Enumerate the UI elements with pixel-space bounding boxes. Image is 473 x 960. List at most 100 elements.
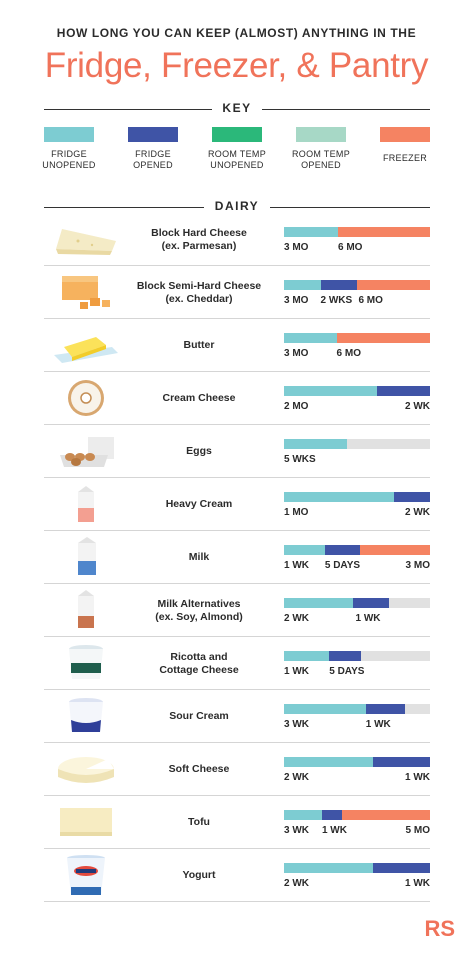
dairy-item-row: Milk Alternatives (ex. Soy, Almond) 2 WK 1 …	[44, 584, 430, 637]
legend-label: FRIDGE OPENED	[133, 149, 173, 170]
dairy-item-row: Soft Cheese 2 WK 1 WK	[44, 743, 430, 796]
milk-carton-icon	[50, 537, 122, 577]
duration-label: 5 WKS	[284, 454, 316, 465]
duration-label: 3 WK	[284, 719, 309, 730]
storage-duration-bar	[284, 863, 430, 873]
duration-labels: 3 WK 1 WK	[284, 719, 430, 731]
bar-segment-fridge-opened	[373, 757, 430, 767]
legend-item-fridge-unopened: FRIDGE UNOPENED	[33, 127, 105, 171]
duration-label: 2 WK	[405, 401, 430, 412]
dairy-item-name: Yogurt	[182, 869, 216, 881]
duration-label: 3 WK	[284, 825, 309, 836]
dairy-item-name: Soft Cheese	[168, 763, 230, 775]
duration-labels: 2 MO 2 WK	[284, 401, 430, 413]
dairy-item-name: Block Semi-Hard Cheese (ex. Cheddar)	[136, 279, 262, 305]
cream-carton-icon	[50, 484, 122, 524]
dairy-heading-rule-right	[270, 207, 430, 208]
bar-segment-freezer	[338, 227, 430, 237]
infographic-kicker: HOW LONG YOU CAN KEEP (ALMOST) ANYTHING …	[56, 26, 417, 40]
butter-stick-icon	[50, 325, 122, 365]
infographic-title: Fridge, Freezer, & Pantry	[44, 46, 429, 85]
bar-segment-fridge-unopened	[284, 704, 366, 714]
bar-segment-freezer	[359, 545, 430, 555]
storage-duration-bar	[284, 280, 430, 290]
parmesan-wedge-icon	[50, 219, 122, 259]
dairy-item-name: Milk Alternatives (ex. Soy, Almond)	[155, 597, 243, 623]
legend-label: FREEZER	[382, 153, 428, 163]
dairy-item-row: Eggs 5 WKS	[44, 425, 430, 478]
duration-label: 1 WK	[355, 613, 381, 624]
almond-milk-carton-icon	[50, 590, 122, 630]
bar-segment-fridge-opened	[321, 810, 343, 820]
dairy-item-name: Block Hard Cheese (ex. Parmesan)	[151, 226, 247, 252]
legend-item-room-temp-unopened: ROOM TEMP UNOPENED	[201, 127, 273, 171]
cheddar-block-icon	[50, 272, 122, 312]
dairy-item-row: Cream Cheese 2 MO 2 WK	[44, 372, 430, 425]
key-heading-rule-left	[44, 109, 212, 110]
duration-label: 2 MO	[284, 401, 309, 412]
storage-duration-bar	[284, 492, 430, 502]
duration-label: 2 WK	[284, 772, 309, 783]
duration-labels: 2 WK 1 WK	[284, 878, 430, 890]
dairy-item-name: Ricotta and Cottage Cheese	[159, 650, 239, 676]
dairy-item-name: Eggs	[186, 445, 212, 457]
key-heading-rule-right	[262, 109, 430, 110]
duration-label: 2 WK	[284, 613, 309, 624]
bar-segment-fridge-unopened	[284, 863, 374, 873]
yogurt-cup-icon	[50, 855, 122, 895]
duration-labels: 1 MO 2 WK	[284, 507, 430, 519]
legend-item-fridge-opened: FRIDGE OPENED	[117, 127, 189, 171]
legend: FRIDGE UNOPENED FRIDGE OPENED ROOM TEMP UNO…	[42, 127, 430, 177]
storage-duration-bar	[284, 439, 430, 449]
duration-labels: 3 MO 2 WKS 6 MO	[284, 295, 430, 307]
dairy-item-row: Heavy Cream 1 MO 2 WK	[44, 478, 430, 531]
bar-segment-fridge-opened	[377, 386, 430, 396]
storage-duration-bar	[284, 598, 430, 608]
bar-segment-freezer	[357, 280, 430, 290]
duration-label: 6 MO	[336, 348, 361, 359]
dairy-item-name: Sour Cream	[169, 710, 229, 722]
rs-logo: RS	[424, 916, 455, 941]
legend-label: FRIDGE UNOPENED	[42, 149, 96, 170]
duration-label: 5 MO	[405, 825, 430, 836]
duration-label: 3 MO	[284, 348, 309, 359]
sour-cream-tub-icon	[50, 696, 122, 736]
bar-segment-fridge-unopened	[284, 598, 353, 608]
duration-label: 3 MO	[284, 242, 309, 253]
duration-label: 1 MO	[284, 507, 309, 518]
duration-label: 1 WK	[365, 719, 391, 730]
duration-label: 1 WK	[405, 878, 430, 889]
bar-segment-fridge-opened	[365, 704, 406, 714]
dairy-item-row: Block Semi-Hard Cheese (ex. Cheddar) 3 MO 2…	[44, 266, 430, 319]
duration-label: 2 WK	[284, 878, 309, 889]
bar-segment-fridge-opened	[373, 863, 430, 873]
storage-duration-bar	[284, 810, 430, 820]
dairy-heading: DAIRY	[44, 199, 430, 215]
ricotta-tub-icon	[50, 643, 122, 683]
bar-segment-fridge-unopened	[284, 333, 337, 343]
duration-label: 3 MO	[405, 560, 430, 571]
bar-segment-fridge-unopened	[284, 545, 325, 555]
dairy-item-name: Milk	[188, 551, 210, 563]
bar-segment-fridge-opened	[329, 651, 362, 661]
egg-carton-icon	[50, 431, 122, 471]
storage-duration-bar	[284, 757, 430, 767]
key-heading: KEY	[44, 101, 430, 117]
storage-duration-bar	[284, 545, 430, 555]
storage-duration-bar	[284, 227, 430, 237]
legend-swatch-fridge-opened	[128, 127, 178, 142]
duration-label: 5 DAYS	[324, 560, 361, 571]
storage-duration-bar	[284, 704, 430, 714]
dairy-item-row: Tofu 3 WK 1 WK 5 MO	[44, 796, 430, 849]
dairy-item-name: Butter	[183, 339, 215, 351]
duration-label: 2 WKS	[320, 295, 353, 306]
legend-swatch-freezer	[380, 127, 430, 142]
duration-labels: 2 WK 1 WK	[284, 772, 430, 784]
bar-segment-fridge-unopened	[284, 386, 378, 396]
dairy-item-name: Cream Cheese	[162, 392, 236, 404]
duration-labels: 3 WK 1 WK 5 MO	[284, 825, 430, 837]
bar-segment-fridge-opened	[320, 280, 357, 290]
duration-label: 5 DAYS	[329, 666, 365, 677]
duration-labels: 3 MO 6 MO	[284, 348, 430, 360]
dairy-item-row: Yogurt 2 WK 1 WK	[44, 849, 430, 902]
